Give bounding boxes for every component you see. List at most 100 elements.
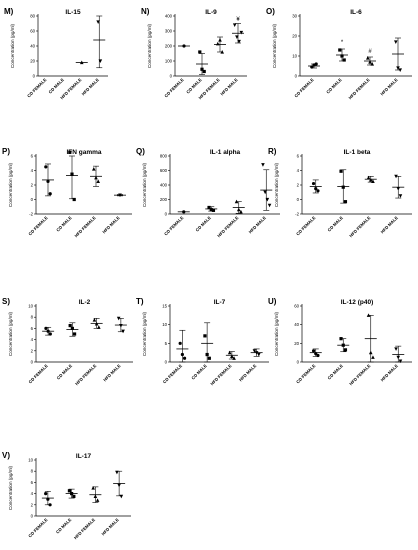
data-point [211,208,216,212]
group-cd-male [336,48,348,62]
group-hfd-male [232,23,244,44]
panel-u: U) IL-12 (p40) 0 20 40 60 Concentration (pg/ml… [268,297,412,386]
y-tick-label: 15 [162,304,167,309]
data-point [178,341,182,345]
y-axis-label: Concentration (pg/ml) [147,23,152,68]
y-tick-label: 4 [297,168,300,173]
category-label-hfd-male: HFD MALE [379,77,398,96]
data-point [94,321,99,326]
y-tick-label: 6 [31,480,34,485]
category-label-cd-female: CD FEMALE [295,363,316,384]
significance-mark: ¥ [236,17,240,23]
data-point [371,355,375,359]
data-point [96,20,100,24]
data-point [92,167,96,171]
panel-s: S) IL-2 0 2 4 6 8 10 Concentration (pg/ml) CD FEM… [2,297,133,386]
y-tick-label: 0 [297,197,300,202]
group-hfd-male [113,470,126,499]
data-point [216,41,220,46]
panel-p: P) IFN gamma -2 0 2 4 6 Concentration (pg/ml) CD… [2,147,132,238]
data-point [116,316,121,321]
y-tick-label: 2 [31,502,34,507]
data-point [310,65,314,69]
y-axis-label: Concentration (pg/ml) [8,465,13,510]
y-tick-label: 60 [294,304,299,309]
category-label-hfd-male: HFD MALE [380,363,399,382]
data-point [46,329,50,333]
data-point [44,165,48,169]
data-point [70,492,74,496]
data-point [394,174,398,179]
category-label-cd-male: CD MALE [325,77,342,94]
category-label-cd-female: CD FEMALE [26,77,47,98]
panel-title: IL-9 [205,9,217,16]
group-hfd-female [364,313,377,363]
group-hfd-female [214,36,226,54]
data-point [370,62,374,66]
data-point [254,351,259,355]
y-tick-label: 6 [297,154,300,159]
data-point [314,352,318,356]
panel-title: IL-12 (p40) [341,299,374,306]
panel-letter: M) [4,7,14,16]
data-point [338,48,342,52]
group-cd-male [337,169,350,204]
group-hfd-male [392,37,404,72]
data-point [265,197,270,202]
data-point [267,203,272,208]
category-label-cd-female: CD FEMALE [163,215,184,236]
category-label-cd-female: CD FEMALE [27,215,48,236]
data-point [98,59,103,63]
category-label-cd-female: CD FEMALE [162,363,183,384]
data-point [67,489,72,493]
data-point [94,175,98,180]
category-label-cd-male: CD MALE [56,363,73,380]
group-hfd-female [75,60,88,65]
panel-letter: S) [2,297,10,306]
y-tick-label: 0 [31,360,34,365]
data-point [121,329,125,334]
y-tick-label: 0 [297,360,300,365]
panel-title: IL-6 [350,9,362,16]
group-cd-male [66,322,79,337]
data-point [398,68,402,72]
panel-title: IL-1 alpha [210,149,241,156]
group-hfd-female [90,318,103,329]
category-label-hfd-female: HFD FEMALE [74,363,97,386]
data-point [96,179,100,183]
data-point [398,359,403,364]
data-point [72,494,76,498]
group-cd-female [177,210,190,214]
panel-letter: R) [268,147,277,156]
data-point [314,187,318,191]
category-label-hfd-female: HFD FEMALE [73,517,96,540]
data-point [339,337,343,341]
data-point [343,200,348,204]
group-hfd-female [89,486,102,503]
data-point [70,172,74,176]
panel-o: O) IL-6 0 10 20 30 Concentration (pg/ml) CD FEM… [266,7,412,100]
panel-m: M) IL-15 0 20 40 60 80 Concentration (pg/ml) CD … [4,7,108,100]
y-tick-label: 6 [31,326,34,331]
data-point [368,350,373,355]
y-axis-label: Concentration (pg/ml) [8,162,13,207]
y-axis-label: Concentration (pg/ml) [142,162,147,207]
data-point [371,179,375,183]
data-point [396,355,401,360]
category-label-cd-female: CD FEMALE [293,77,314,98]
data-point [342,58,346,62]
data-point [68,150,72,154]
group-hfd-female [225,350,238,360]
data-point [366,313,371,317]
data-point [46,497,50,501]
data-point [261,163,265,167]
data-point [72,197,76,202]
data-point [343,348,348,352]
data-point [68,324,72,328]
category-label-cd-male: CD MALE [185,77,202,94]
y-tick-label: 10 [162,322,167,327]
data-point [394,347,398,351]
category-label-cd-male: CD MALE [55,517,72,534]
group-cd-female [176,329,189,363]
data-point [234,199,239,204]
